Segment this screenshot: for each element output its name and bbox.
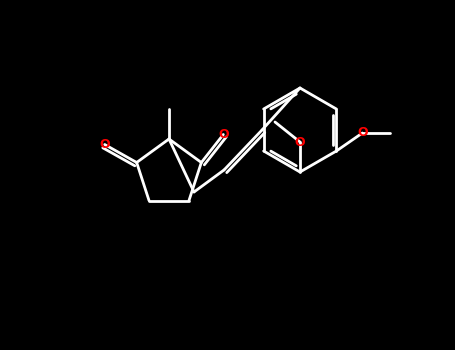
Text: O: O	[99, 138, 110, 151]
Text: O: O	[295, 135, 305, 148]
Text: O: O	[218, 128, 229, 141]
Text: O: O	[357, 126, 368, 140]
